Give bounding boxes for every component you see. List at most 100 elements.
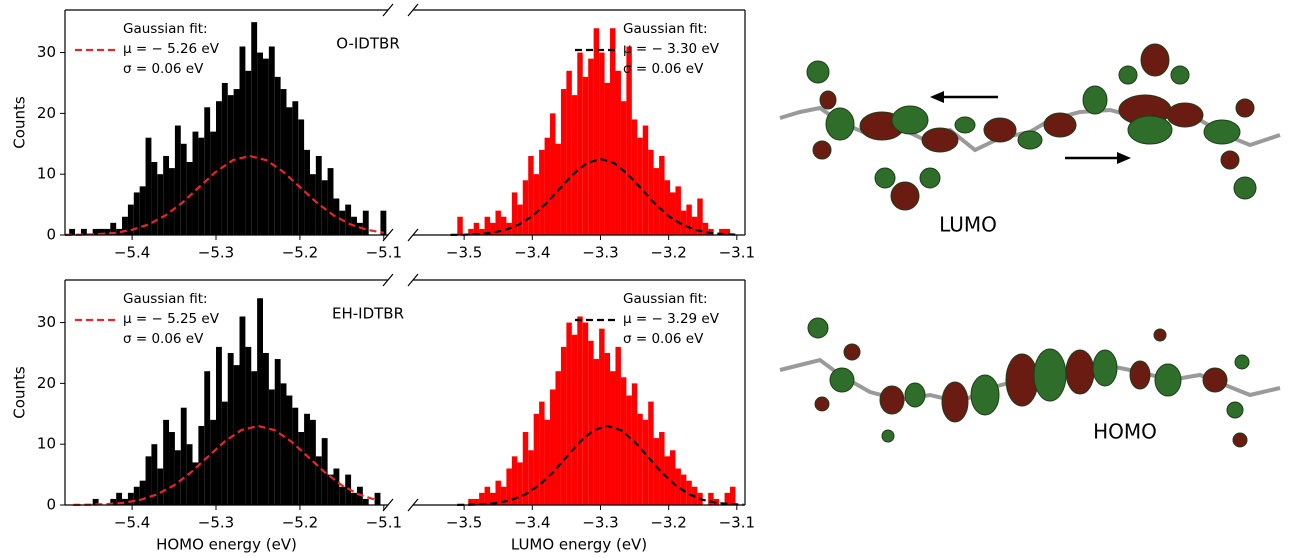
histogram-bar <box>298 432 304 505</box>
histogram-bar <box>566 71 571 235</box>
histogram-bar <box>286 396 292 505</box>
histogram-bar <box>670 450 675 505</box>
histogram-bar <box>210 132 216 235</box>
histogram-bar <box>163 156 169 235</box>
x-tick-label: −3.1 <box>719 244 755 262</box>
histogram-bar <box>269 389 275 505</box>
histogram-bar <box>228 95 234 235</box>
y-axis-label: Counts <box>11 366 29 419</box>
y-tick-label: 20 <box>37 104 56 122</box>
histogram-bar <box>588 59 593 235</box>
histogram-bar <box>292 101 298 235</box>
histogram-bar <box>275 77 281 235</box>
histogram-bar <box>637 414 642 505</box>
histogram-bar <box>643 126 648 235</box>
orbital-label: HOMO <box>1093 420 1157 444</box>
histogram-bar <box>240 46 246 235</box>
histogram-bar <box>339 211 345 235</box>
histogram-bar <box>561 347 566 505</box>
y-axis-label: Counts <box>11 96 29 149</box>
histogram-bar <box>157 469 163 505</box>
histogram-bar <box>501 217 506 235</box>
page: LUMO HOMO Gaussian fit: μ = − 5.26 eV σ = … <box>0 0 1292 558</box>
histogram-bar <box>193 132 199 235</box>
legend-text: Gaussian fit: <box>623 291 708 307</box>
histogram-bar <box>545 138 550 235</box>
histogram-bar <box>375 493 381 505</box>
histogram-bar <box>594 28 599 235</box>
lumo-molecule <box>780 44 1280 210</box>
histogram-bar <box>599 329 604 505</box>
histogram-bar <box>577 316 582 505</box>
histogram-bar <box>555 371 560 505</box>
x-tick-label: −5.1 <box>366 244 402 262</box>
histogram-bar <box>151 162 157 235</box>
histogram-bar <box>610 371 615 505</box>
legend-text: μ = − 5.26 eV <box>123 41 220 57</box>
histogram-bar <box>363 211 369 235</box>
x-tick-label: −5.2 <box>282 514 318 532</box>
histogram-bar <box>654 438 659 505</box>
x-tick-label: −5.3 <box>198 514 234 532</box>
histogram-bar <box>457 217 462 235</box>
histogram-bar <box>572 95 577 235</box>
histogram-bar <box>128 493 134 505</box>
histogram-bar <box>550 113 555 235</box>
x-tick-label: −5.4 <box>114 244 150 262</box>
histogram-bar <box>730 487 735 505</box>
legend-text: Gaussian fit: <box>623 21 708 37</box>
legend-text: μ = − 3.30 eV <box>623 41 720 57</box>
histogram-bar <box>245 71 251 235</box>
histogram-bar <box>659 156 664 235</box>
y-tick-label: 10 <box>37 435 56 453</box>
histogram-bar <box>216 347 222 505</box>
y-tick-label: 30 <box>37 313 56 331</box>
x-axis-label: LUMO energy (eV) <box>511 536 647 554</box>
histogram-bar <box>222 83 228 235</box>
histogram-bar <box>140 186 146 235</box>
histogram-bar <box>234 89 240 235</box>
histogram-bar <box>204 371 210 505</box>
histogram-bar <box>583 323 588 505</box>
histogram-bar <box>583 77 588 235</box>
histogram-bar <box>210 420 216 505</box>
histogram-bar <box>193 462 199 505</box>
panel-label: EH-IDTBR <box>332 305 404 323</box>
histogram-bar <box>588 341 593 505</box>
histogram-bar <box>686 481 691 505</box>
histogram-bar <box>615 71 620 235</box>
legend-text: σ = 0.06 eV <box>623 61 704 77</box>
histogram-bar <box>599 53 604 235</box>
homo-molecule <box>780 318 1280 447</box>
histogram-bar <box>675 469 680 505</box>
x-tick-label: −3.4 <box>514 514 550 532</box>
histogram-bar <box>187 162 193 235</box>
histogram-bar <box>222 402 228 505</box>
x-tick-label: −3.3 <box>582 514 618 532</box>
histogram-bar <box>539 150 544 235</box>
histogram-bar <box>298 119 304 235</box>
legend-text: Gaussian fit: <box>123 21 208 37</box>
histogram-bar <box>251 371 257 505</box>
x-axis-label: HOMO energy (eV) <box>156 536 297 554</box>
histogram-bar <box>169 432 175 505</box>
histogram-bar <box>512 192 517 235</box>
orbital-label: LUMO <box>939 213 997 237</box>
x-tick-label: −3.2 <box>650 514 686 532</box>
histogram-bar <box>181 408 187 505</box>
y-tick-label: 10 <box>37 165 56 183</box>
histogram-bar <box>263 59 269 235</box>
histogram-bar <box>561 89 566 235</box>
histogram-bar <box>485 487 490 505</box>
histogram-bar <box>686 205 691 235</box>
histogram-bar <box>610 28 615 235</box>
histogram-bar <box>692 217 697 235</box>
histogram-bar <box>275 359 281 505</box>
histogram-bar <box>534 414 539 505</box>
histogram-bar <box>257 53 263 235</box>
histogram-bar <box>140 481 146 505</box>
histogram-bar <box>134 487 140 505</box>
histogram-bar <box>339 487 345 505</box>
histogram-bar <box>594 359 599 505</box>
histogram-bar <box>566 323 571 505</box>
